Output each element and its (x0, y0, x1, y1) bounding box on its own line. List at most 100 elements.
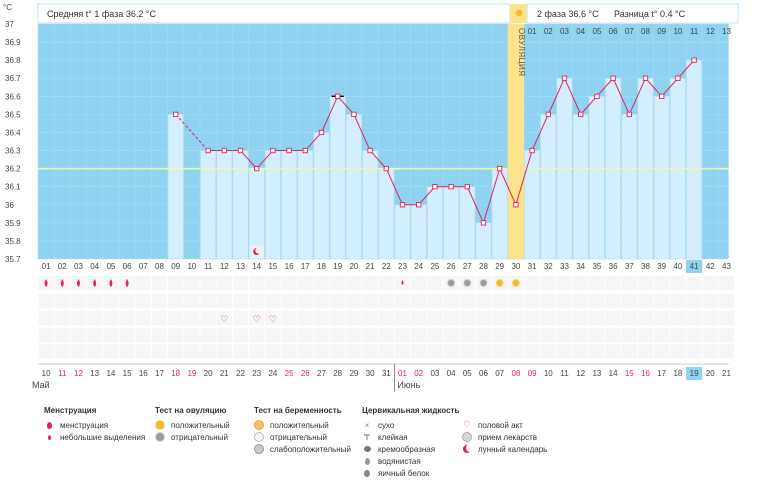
event-cell (151, 328, 168, 342)
temperature-bar (475, 222, 492, 260)
temperature-point (691, 57, 697, 63)
date-label: 14 (609, 369, 618, 378)
phase2-day-label: 03 (560, 27, 569, 36)
event-cell (38, 294, 54, 308)
date-label: 23 (252, 369, 261, 378)
temperature-bar (167, 114, 184, 260)
event-cell (313, 328, 330, 342)
event-cell (103, 294, 119, 308)
event-cell (718, 344, 735, 358)
event-cell (459, 344, 475, 358)
event-cell (70, 311, 87, 325)
y-tick-label: 36.9 (5, 38, 21, 47)
event-cell (589, 311, 605, 325)
event-cell (168, 344, 184, 358)
temperature-bar (232, 150, 249, 260)
sticky-icon: ⊤ (363, 432, 371, 442)
temperature-bar (265, 150, 281, 260)
event-cell (686, 328, 702, 342)
temperature-line-segment (628, 78, 646, 115)
temperature-line-segment (580, 95, 598, 115)
event-cell (265, 276, 281, 290)
event-cell (362, 311, 378, 325)
x-tick-label: 15 (268, 262, 277, 271)
temperature-line-segment (321, 96, 339, 133)
temperature-point (318, 129, 325, 136)
x-tick-label: 03 (74, 262, 83, 271)
negative-circle-icon (254, 432, 264, 442)
event-cell (330, 344, 346, 358)
y-tick-label: 36.8 (5, 56, 21, 65)
event-cell (184, 294, 200, 308)
event-cell (702, 328, 718, 342)
date-label: 07 (495, 369, 504, 378)
event-cell (135, 328, 151, 342)
phase2-day-label: 11 (690, 27, 699, 36)
event-cell (540, 344, 556, 358)
y-tick-label: 36.5 (5, 110, 21, 119)
legend-item: клейкая (378, 432, 408, 442)
legend-ovulation-test: Тест на овуляцию положительный отрицател… (155, 406, 230, 443)
event-cell (313, 311, 330, 325)
x-tick-label: 30 (511, 262, 520, 271)
event-cell (637, 294, 654, 308)
temperature-line-segment (661, 77, 679, 97)
event-cell (103, 344, 119, 358)
temperature-point (367, 147, 373, 154)
event-cell (427, 294, 443, 308)
event-cell (605, 294, 621, 308)
moon-icon-mask (255, 247, 262, 254)
temperature-point (561, 75, 568, 81)
x-tick-label: 38 (641, 262, 650, 271)
drop-icon (77, 279, 80, 287)
event-cell (313, 294, 330, 308)
event-cell (378, 311, 394, 325)
x-tick-label: 31 (528, 262, 537, 271)
event-cell (670, 276, 686, 290)
egg-white-icon (362, 468, 372, 478)
watery-drop-icon (362, 456, 372, 466)
date-label: 15 (625, 369, 634, 378)
event-cell (621, 294, 637, 308)
event-cell (330, 311, 346, 325)
event-cell (119, 344, 135, 358)
temperature-bar (589, 96, 605, 260)
temperature-bar (686, 59, 702, 260)
date-label: 26 (301, 369, 310, 378)
event-cell (378, 276, 394, 290)
drop-icon (93, 279, 97, 287)
y-tick-label: 36.4 (5, 128, 21, 137)
x-tick-label: 05 (106, 262, 115, 271)
event-cell (394, 328, 411, 342)
event-cell (330, 294, 346, 308)
event-cell (362, 276, 378, 290)
x-tick-label: 26 (447, 262, 456, 271)
diff-label: Разница t° 0.4 °C (614, 9, 686, 19)
event-cell (249, 276, 265, 290)
event-cell (281, 328, 297, 342)
event-cell (621, 328, 637, 342)
event-cell (38, 311, 54, 325)
x-tick-label: 34 (576, 262, 585, 271)
event-cell (686, 311, 702, 325)
legend-item: отрицательный (171, 432, 228, 442)
date-label: 29 (349, 369, 358, 378)
temperature-point (399, 202, 406, 208)
event-cell (605, 344, 621, 358)
temperature-line-segment (483, 168, 501, 223)
temperature-line-segment (499, 168, 517, 205)
date-label: 06 (479, 369, 488, 378)
month-label-june: Июнь (397, 380, 420, 390)
y-tick-label: 36.7 (5, 74, 21, 83)
phase2-day-label: 13 (722, 27, 731, 36)
phase2-day-label: 05 (592, 27, 601, 36)
event-cell (718, 311, 735, 325)
event-cell (621, 311, 637, 325)
date-label: 20 (204, 369, 213, 378)
legend-item: положительный (171, 420, 230, 430)
temperature-point (351, 111, 357, 118)
date-label: 12 (576, 369, 585, 378)
legend-menstruation: Менструация менструация небольшие выделе… (44, 406, 145, 443)
date-label: 12 (74, 369, 83, 378)
date-label: 18 (171, 369, 180, 378)
